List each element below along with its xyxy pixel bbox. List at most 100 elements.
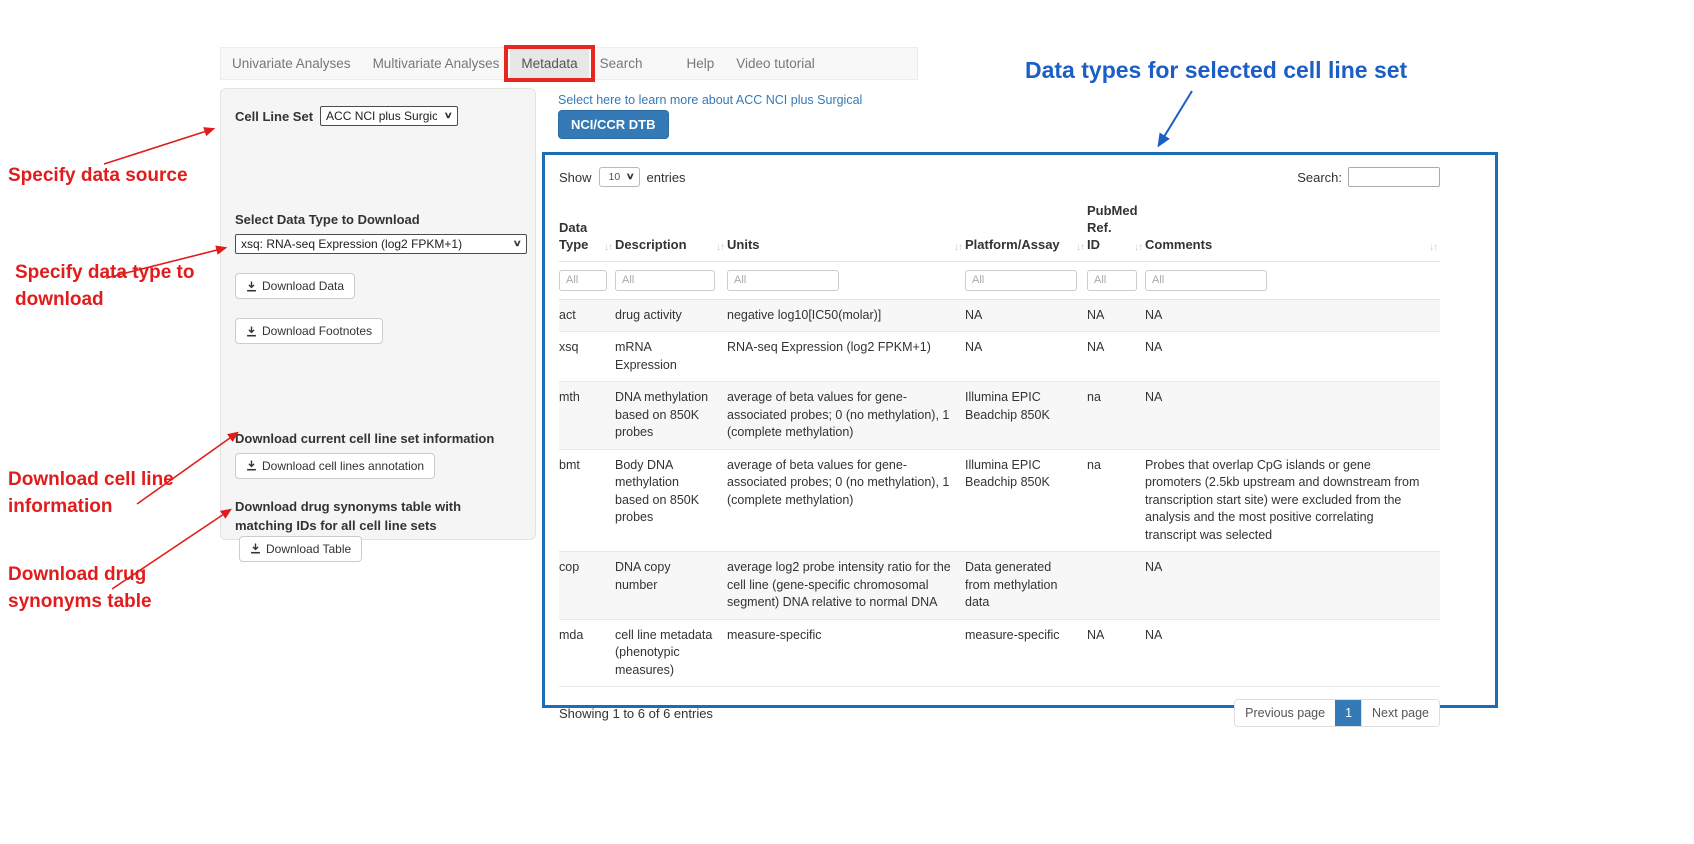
filter-input-data-type[interactable] [559,269,607,291]
show-label: Show [559,169,592,185]
data-type-select[interactable]: xsq: RNA-seq Expression (log2 FPKM+1) [235,234,527,254]
table-cell: DNA copy number [615,551,727,620]
cell-line-info-heading: Download current cell line set informati… [235,431,495,446]
table-cell: cop [559,551,615,620]
table-row: cop DNA copy number average log2 probe i… [559,551,1440,620]
table-cell: Probes that overlap CpG islands or gene … [1145,448,1440,552]
table-search-input[interactable] [1348,167,1440,187]
table-row: bmt Body DNA methylation based on 850K p… [559,448,1440,552]
annotation-download-drug-synonyms: Download drug synonyms table [8,564,152,612]
filter-input-platform[interactable] [965,269,1077,291]
red-arrow-data-source [103,127,216,165]
table-cell: average log2 probe intensity ratio for t… [727,551,965,620]
table-cell: Data generated from methylation data [965,551,1087,620]
header-row: Data Type ↓↑ Description ↓↑ Units ↓↑ Platfo… [559,197,1440,262]
table-cell: bmt [559,448,615,552]
pagination: Previous page 1 Next page [1234,699,1440,728]
table-cell: NA [1087,331,1145,382]
metadata-table: Data Type ↓↑ Description ↓↑ Units ↓↑ Platfo… [559,197,1440,688]
table-cell: average of beta values for gene-associat… [727,381,965,450]
download-icon [247,280,256,291]
nav-tab-multivariate-analyses[interactable]: Multivariate Analyses [372,56,500,71]
table-row: mda cell line metadata (phenotypic measu… [559,618,1440,688]
table-cell: NA [965,307,983,322]
filter-row [559,261,1440,300]
download-cell-lines-annotation-button[interactable]: Download cell lines annotation [235,452,436,479]
table-cell: act [559,307,576,322]
table-row: mth DNA methylation based on 850K probes… [559,381,1440,450]
annotation-specify-data-source: Specify data source [8,165,188,186]
learn-more-link[interactable]: Select here to learn more about ACC NCI … [558,93,863,107]
previous-page-button[interactable]: Previous page [1235,700,1336,727]
column-header-platform[interactable]: Platform/Assay ↓↑ [965,197,1087,262]
nav-tab-search[interactable]: Search [599,56,643,71]
table-row: act drug activity negative log10[IC50(mo… [559,299,1440,332]
table-cell: negative log10[IC50(molar)] [727,307,882,322]
entries-label: entries [646,169,686,185]
table-cell: NA [1087,307,1105,322]
download-table-button[interactable]: Download Table [239,535,363,562]
table-cell: na [1087,448,1145,552]
filter-input-description[interactable] [615,269,715,291]
filter-input-comments[interactable] [1145,269,1267,291]
data-type-select-wrap: xsq: RNA-seq Expression (log2 FPKM+1) ∨ [235,234,527,254]
table-cell: Body DNA methylation based on 850K probe… [615,448,727,552]
page-length-select[interactable]: 10 [598,167,640,187]
table-cell: cell line metadata (phenotypic measures) [615,618,727,688]
table-cell: NA [1145,618,1440,688]
sidebar-panel: Cell Line Set ACC NCI plus Surgical ∨ Se… [220,88,536,562]
table-cell: mda [559,618,615,688]
table-cell: drug activity [615,307,682,322]
table-cell: NA [1145,331,1440,382]
filter-input-units[interactable] [727,269,839,291]
table-search: Search: [1297,167,1440,187]
download-icon [251,543,260,554]
metadata-table-panel: Show 10 ∨ entries Search: Data Type ↓↑ De… [542,152,1498,728]
sort-icon[interactable]: ↓↑ [954,241,963,253]
sort-icon[interactable]: ↓↑ [1429,241,1438,253]
column-header-units[interactable]: Units ↓↑ [727,197,965,262]
table-cell: xsq [559,331,615,382]
cell-line-set-select[interactable]: ACC NCI plus Surgical [320,106,459,126]
sort-icon[interactable]: ↓↑ [604,241,613,253]
nav-tab-metadata[interactable]: Metadata [504,45,595,82]
table-cell: measure-specific [965,618,1087,688]
table-cell: mth [559,381,615,450]
table-cell: measure-specific [727,618,965,688]
download-footnotes-button[interactable]: Download Footnotes [235,318,384,344]
download-icon [247,460,256,471]
column-header-data-type[interactable]: Data Type ↓↑ [559,197,615,262]
column-header-comments[interactable]: Comments ↓↑ [1145,197,1440,262]
column-header-description[interactable]: Description ↓↑ [615,197,727,262]
sort-icon[interactable]: ↓↑ [1134,241,1143,253]
nav-tab-video-tutorial[interactable]: Video tutorial [736,56,815,71]
table-cell: na [1087,381,1145,450]
table-cell: NA [1145,381,1440,450]
data-source-button[interactable]: NCI/CCR DTB [558,110,669,139]
next-page-button[interactable]: Next page [1361,700,1439,727]
sort-icon[interactable]: ↓↑ [1076,241,1085,253]
filter-input-pubmed[interactable] [1087,269,1137,291]
table-cell: DNA methylation based on 850K probes [615,381,727,450]
nav-tab-help[interactable]: Help [686,56,715,71]
nav-tab-metadata-label: Metadata [521,56,578,71]
column-header-pubmed[interactable]: PubMed Ref. ID ↓↑ [1087,197,1145,262]
download-data-button[interactable]: Download Data [235,273,356,299]
table-cell: NA [1145,307,1163,322]
annotation-data-types-heading: Data types for selected cell line set [1025,57,1408,83]
search-label: Search: [1297,169,1342,185]
cell-line-set-select-wrap: ACC NCI plus Surgical ∨ [320,106,459,126]
table-info: Showing 1 to 6 of 6 entries [559,705,713,721]
top-nav: Univariate Analyses Multivariate Analyse… [220,45,918,82]
cell-line-set-row: Cell Line Set ACC NCI plus Surgical ∨ [235,106,521,126]
nav-tab-univariate-analyses[interactable]: Univariate Analyses [232,56,351,71]
table-cell: mRNA Expression [615,331,727,382]
page-1-button[interactable]: 1 [1335,700,1362,727]
table-cell: NA [1145,551,1440,620]
cell-line-set-label: Cell Line Set [235,108,314,124]
download-icon [247,325,256,336]
sort-icon[interactable]: ↓↑ [716,241,725,253]
drug-synonyms-heading: Download drug synonyms table with matchi… [235,498,521,562]
table-footer: Showing 1 to 6 of 6 entries Previous pag… [559,699,1440,728]
table-cell: NA [1087,618,1145,688]
